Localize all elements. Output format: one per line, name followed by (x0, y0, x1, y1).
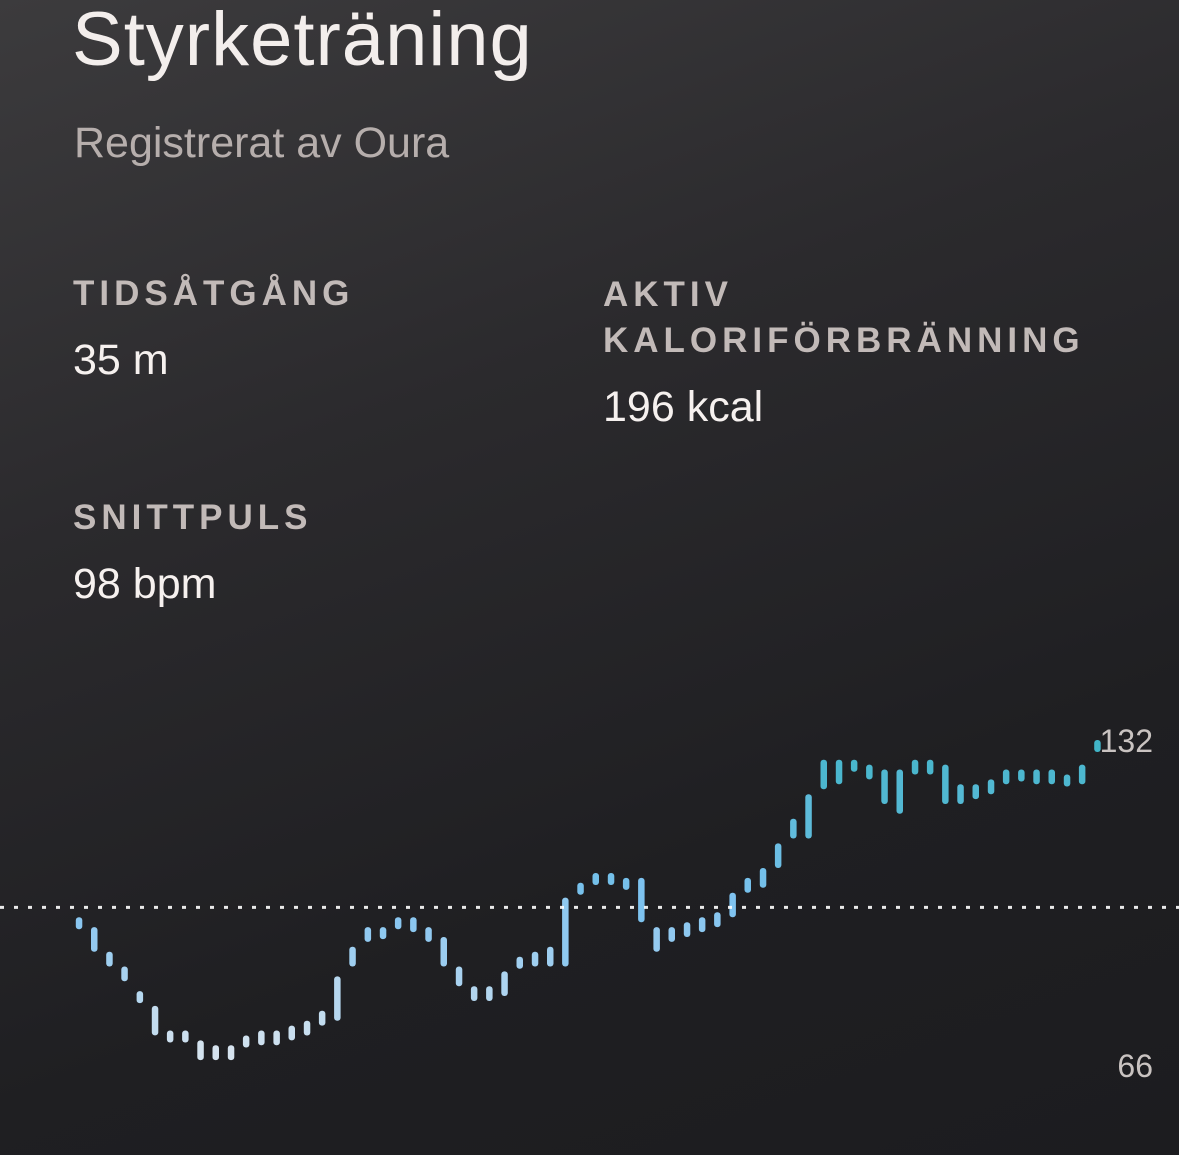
heart-rate-bar (121, 966, 128, 982)
heart-rate-bar (698, 917, 706, 933)
heart-rate-bar (729, 892, 736, 918)
heart-rate-bar (1033, 769, 1040, 785)
heart-rate-bar (501, 971, 508, 996)
heart-rate-bar (638, 877, 645, 923)
avg-heart-rate-label: SNITTPULS (73, 498, 313, 537)
heart-rate-bar (1063, 774, 1071, 787)
heart-rate-bar (577, 882, 584, 895)
heart-rate-bar (607, 873, 615, 885)
heart-rate-bar (866, 764, 873, 780)
heart-rate-bar (622, 877, 630, 890)
heart-rate-bar (592, 873, 599, 885)
heart-rate-bars (75, 740, 1101, 1061)
heart-rate-bar (683, 922, 691, 937)
heart-rate-bar (547, 946, 554, 967)
heart-rate-bar (911, 759, 919, 775)
heart-rate-bar (182, 1030, 189, 1043)
heart-rate-bar (425, 927, 432, 942)
y-tick-min: 66 (1117, 1048, 1153, 1084)
workout-title: Styrketräning (72, 0, 533, 82)
heart-rate-bar (227, 1045, 235, 1061)
heart-rate-chart: 132 66 (0, 723, 1179, 1084)
heart-rate-bar (820, 759, 827, 790)
heart-rate-bar (303, 1020, 311, 1036)
heart-rate-bar (136, 991, 144, 1004)
heart-rate-bar (349, 946, 356, 967)
heart-rate-bar (410, 917, 417, 933)
heart-rate-bar (835, 759, 843, 785)
heart-rate-bar (379, 927, 387, 940)
heart-rate-bar (166, 1030, 174, 1043)
heart-rate-bar (744, 877, 751, 893)
active-calories-value: 196 kcal (603, 383, 764, 431)
heart-rate-bar (774, 843, 782, 868)
heart-rate-bar (258, 1030, 265, 1046)
heart-rate-bar (440, 937, 447, 967)
heart-rate-bar (318, 1010, 326, 1026)
heart-rate-bar (273, 1030, 280, 1046)
heart-rate-bar (470, 986, 478, 1001)
heart-rate-bar (668, 927, 675, 942)
y-tick-max: 132 (1100, 723, 1153, 759)
avg-heart-rate-metric: SNITTPULS 98 bpm (73, 495, 312, 606)
duration-metric: TIDSÅTGÅNG 35 m (73, 271, 354, 382)
heart-rate-bar (151, 1005, 159, 1036)
heart-rate-bar (1002, 769, 1010, 785)
heart-rate-bar (486, 986, 493, 1001)
heart-rate-bar (212, 1045, 219, 1061)
heart-rate-bar (850, 759, 858, 772)
heart-rate-bar (288, 1025, 295, 1041)
heart-rate-bar (1018, 769, 1025, 782)
heart-rate-bar (653, 927, 660, 952)
heart-rate-bar (516, 956, 523, 969)
active-calories-label: AKTIV KALORIFÖRBRÄNNING (603, 275, 1085, 360)
heart-rate-bar (197, 1040, 204, 1061)
heart-rate-bar (334, 976, 341, 1021)
heart-rate-bar (1094, 740, 1101, 752)
heart-rate-bar (242, 1035, 250, 1048)
duration-label: TIDSÅTGÅNG (73, 274, 355, 313)
workout-source: Registrerat av Oura (74, 119, 450, 167)
heart-rate-bar (91, 927, 98, 952)
heart-rate-bar (957, 784, 964, 804)
heart-rate-bar (1048, 769, 1055, 785)
heart-rate-bar (714, 912, 721, 928)
heart-rate-bar (531, 951, 539, 967)
duration-value: 35 m (73, 336, 169, 384)
heart-rate-bar (896, 769, 903, 814)
heart-rate-bar (881, 769, 888, 804)
heart-rate-bar (562, 897, 569, 967)
heart-rate-bar (364, 927, 372, 942)
heart-rate-bar (972, 784, 979, 800)
heart-rate-bar (805, 794, 812, 839)
heart-rate-bar (790, 818, 797, 839)
avg-heart-rate-value: 98 bpm (73, 560, 217, 608)
heart-rate-bar (759, 868, 767, 888)
active-calories-metric: AKTIV KALORIFÖRBRÄNNING 196 kcal (603, 272, 1123, 429)
heart-rate-bar (75, 917, 83, 930)
heart-rate-bar (942, 764, 949, 804)
heart-rate-bar (926, 759, 934, 775)
heart-rate-bar (1078, 764, 1086, 785)
heart-rate-bar (455, 966, 463, 987)
heart-rate-bar (987, 779, 995, 795)
heart-rate-bar (106, 951, 113, 967)
heart-rate-bar (394, 917, 402, 930)
